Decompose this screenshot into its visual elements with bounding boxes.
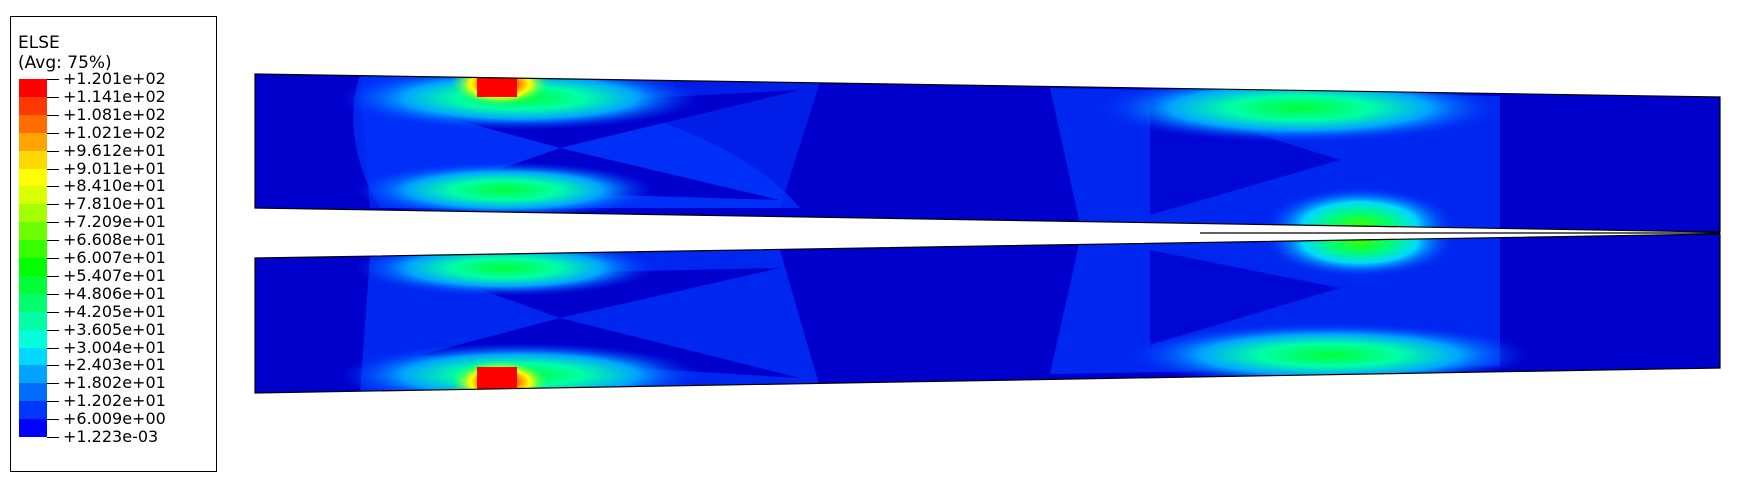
legend-tick-mark xyxy=(47,419,59,420)
legend-tick-mark xyxy=(47,294,59,295)
legend-tick-label: +1.021e+02 xyxy=(63,123,166,142)
legend-tick-label: +1.201e+02 xyxy=(63,69,166,88)
legend-tick-mark xyxy=(47,348,59,349)
legend-swatch xyxy=(19,365,47,384)
legend-tick-mark xyxy=(47,401,59,402)
legend-tick-label: +2.403e+01 xyxy=(63,355,166,374)
legend-swatch xyxy=(19,240,47,259)
legend-tick-label: +6.009e+00 xyxy=(63,409,166,428)
legend-tick-mark xyxy=(47,133,59,134)
lower-beam xyxy=(255,234,1720,393)
legend-tick-mark xyxy=(47,79,59,80)
legend-tick-label: +1.081e+02 xyxy=(63,105,166,124)
legend-tick-label: +3.605e+01 xyxy=(63,320,166,339)
legend-tick-label: +4.205e+01 xyxy=(63,302,166,321)
legend-swatch xyxy=(19,329,47,348)
lower-beam-outline xyxy=(254,233,1721,394)
legend-tick-label: +7.810e+01 xyxy=(63,194,166,213)
legend-swatch xyxy=(19,293,47,313)
legend-swatch xyxy=(19,275,47,295)
legend-tick-label: +6.608e+01 xyxy=(63,230,166,249)
legend-tick-label: +1.202e+01 xyxy=(63,391,166,410)
legend-tick-mark xyxy=(47,312,59,313)
legend-tick-mark xyxy=(47,330,59,331)
legend-swatch xyxy=(19,186,47,205)
legend-averaging-label: (Avg: 75%) xyxy=(18,53,112,73)
legend-swatch xyxy=(19,150,47,169)
legend-tick-label: +4.806e+01 xyxy=(63,284,166,303)
legend-tick-mark xyxy=(47,204,59,205)
legend-swatch xyxy=(19,79,47,98)
legend-color-bar xyxy=(19,79,47,438)
legend-tick-label: +5.407e+01 xyxy=(63,266,166,285)
upper-beam xyxy=(255,74,1720,232)
legend-swatch xyxy=(19,132,47,152)
legend-tick-label: +1.141e+02 xyxy=(63,87,166,106)
legend-tick-mark xyxy=(47,383,59,384)
legend-tick-mark xyxy=(47,437,59,438)
legend-tick-mark xyxy=(47,222,59,223)
legend-variable-name: ELSE xyxy=(18,33,60,53)
legend-swatch xyxy=(19,258,47,277)
legend-swatch xyxy=(19,419,47,438)
legend-tick-mark xyxy=(47,151,59,152)
legend-tick-mark xyxy=(47,169,59,170)
legend-tick-label: +8.410e+01 xyxy=(63,176,166,195)
legend-swatch xyxy=(19,222,47,241)
legend-swatch xyxy=(19,401,47,420)
legend-swatch xyxy=(19,383,47,402)
legend-swatch xyxy=(19,311,47,331)
legend-tick-mark xyxy=(47,240,59,241)
legend-tick-mark xyxy=(47,97,59,98)
legend-tick-mark xyxy=(47,276,59,277)
legend-tick-mark xyxy=(47,115,59,116)
legend-swatch xyxy=(19,114,47,134)
legend-tick-label: +1.802e+01 xyxy=(63,373,166,392)
legend-tick-mark xyxy=(47,365,59,366)
upper-beam-outline xyxy=(254,73,1721,233)
legend-swatch xyxy=(19,204,47,223)
legend-tick-label: +6.007e+01 xyxy=(63,248,166,267)
legend-tick-label: +7.209e+01 xyxy=(63,212,166,231)
legend-tick-label: +3.004e+01 xyxy=(63,338,166,357)
legend-swatch xyxy=(19,96,47,116)
legend-tick-label: +9.612e+01 xyxy=(63,141,166,160)
legend-tick-mark xyxy=(47,258,59,259)
legend-tick-label: +1.223e-03 xyxy=(63,427,159,446)
legend-tick-label: +9.011e+01 xyxy=(63,159,166,178)
legend-swatch xyxy=(19,347,47,366)
legend-tick-mark xyxy=(47,186,59,187)
legend-swatch xyxy=(19,168,47,187)
